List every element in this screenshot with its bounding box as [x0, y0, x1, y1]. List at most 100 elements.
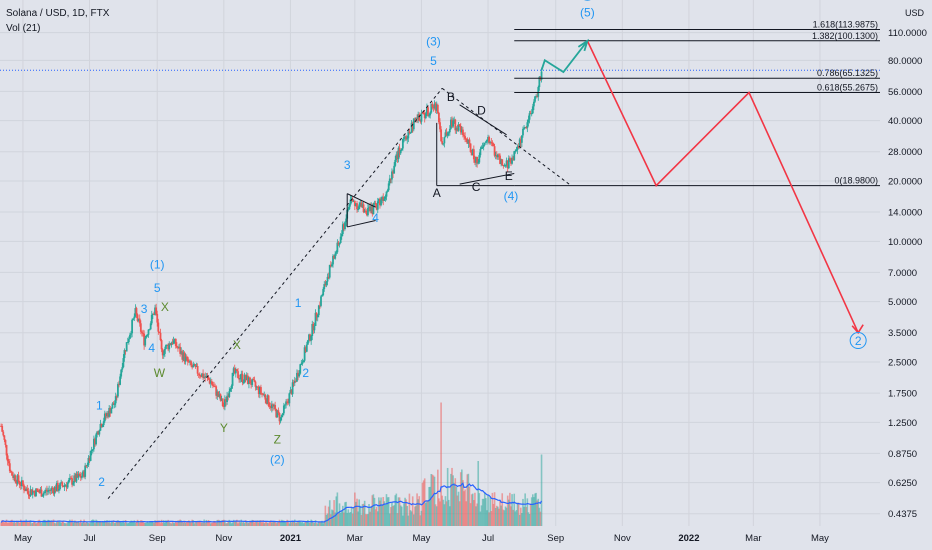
candle-body: [90, 449, 93, 452]
volume-bar: [526, 498, 529, 526]
price-axis[interactable]: 110.0000 80.0000 56.0000 40.0000 28.0000 20.0…: [880, 0, 932, 550]
volume-bar: [229, 521, 232, 526]
volume-bar: [105, 522, 107, 526]
volume-bar: [274, 521, 276, 526]
candle-body: [492, 143, 495, 147]
candle-body: [425, 107, 428, 114]
volume-bar: [92, 519, 94, 526]
candle-body: [503, 165, 506, 167]
volume-bar: [102, 521, 105, 526]
candle-body: [12, 475, 15, 478]
volume-bar: [363, 500, 366, 526]
candle-body: [466, 138, 469, 144]
candle-body: [178, 346, 180, 349]
candle-body: [238, 378, 241, 380]
candle-body: [146, 334, 149, 336]
volume-bar: [446, 467, 449, 526]
volume-bar: [504, 506, 507, 526]
candle-body: [413, 118, 416, 120]
volume-bar: [243, 523, 246, 526]
candle-body: [538, 76, 541, 88]
time-axis[interactable]: May Jul Sep Nov 2021 Mar May Jul Sep Nov 2022 Mar Ma…: [0, 526, 932, 550]
volume-bar: [407, 515, 410, 526]
candle-body: [162, 353, 165, 356]
candle-body: [47, 490, 49, 492]
volume-bar: [394, 495, 397, 526]
candle-body: [440, 129, 442, 142]
volume-bar: [486, 510, 488, 526]
volume-bar: [480, 505, 483, 526]
volume-bar: [164, 523, 166, 526]
volume-bar: [506, 495, 509, 526]
volume-bar: [170, 523, 173, 526]
volume-bar: [415, 505, 417, 526]
volume-bar: [465, 501, 468, 526]
candle-body: [217, 391, 220, 397]
time-axis-bg: [0, 526, 932, 550]
candle-body: [462, 129, 464, 136]
volume-bar: [117, 520, 119, 526]
volume-bar: [7, 522, 10, 526]
volume-bar: [84, 523, 86, 526]
candle-body: [472, 149, 475, 160]
candle-body: [151, 313, 154, 315]
volume-bar: [216, 519, 219, 526]
candle-body: [130, 333, 132, 335]
volume-bar: [388, 513, 391, 526]
volume-bar: [104, 520, 106, 526]
wave-label: (3): [426, 34, 441, 48]
volume-bar: [499, 500, 501, 526]
candle-body: [310, 336, 313, 341]
volume-bar: [236, 519, 238, 526]
volume-bar: [456, 495, 459, 526]
volume-bar: [437, 469, 439, 526]
volume-bar: [447, 499, 450, 526]
candle-body: [193, 364, 196, 366]
volume-bar: [405, 499, 407, 526]
time-tick-label: Sep: [547, 533, 564, 544]
volume-bar: [24, 521, 26, 526]
volume-bar: [138, 522, 141, 526]
volume-bar: [464, 489, 466, 526]
volume-bar: [28, 520, 31, 526]
volume-bar: [133, 520, 136, 526]
volume-bar: [455, 486, 458, 526]
volume-bar: [35, 523, 37, 526]
volume-bar: [61, 521, 64, 526]
volume-bar: [88, 523, 91, 526]
forecast-red-path: [586, 40, 859, 334]
volume-bar: [375, 506, 378, 526]
candle-body: [186, 357, 189, 362]
candle-body: [365, 212, 368, 216]
volume-bar: [226, 523, 228, 526]
candle-body: [389, 178, 392, 180]
candle-body: [203, 376, 206, 379]
volume-bar: [55, 521, 58, 526]
volume-bar: [532, 494, 534, 526]
candle-body: [138, 318, 141, 324]
candle-body: [476, 156, 479, 164]
volume-bar: [323, 520, 326, 526]
volume-bar: [111, 521, 114, 526]
volume-bar: [360, 514, 363, 526]
volume-bar: [46, 521, 48, 526]
candle-body: [38, 491, 41, 493]
candle-body: [255, 386, 258, 388]
candle-body: [431, 104, 434, 108]
candle-body: [364, 210, 367, 213]
volume-bar: [453, 483, 455, 526]
volume-bar: [370, 505, 373, 526]
volume-bar: [107, 522, 109, 526]
volume-bar: [69, 519, 71, 526]
volume-bar: [452, 475, 454, 526]
volume-bar: [368, 504, 370, 526]
volume-bar: [211, 522, 213, 526]
volume-bar: [411, 496, 414, 526]
volume-bar: [137, 522, 140, 526]
candle-body: [403, 137, 405, 139]
volume-bar: [505, 507, 508, 526]
volume-bar: [500, 505, 502, 526]
volume-bar: [397, 497, 400, 526]
candle-body: [126, 342, 129, 344]
